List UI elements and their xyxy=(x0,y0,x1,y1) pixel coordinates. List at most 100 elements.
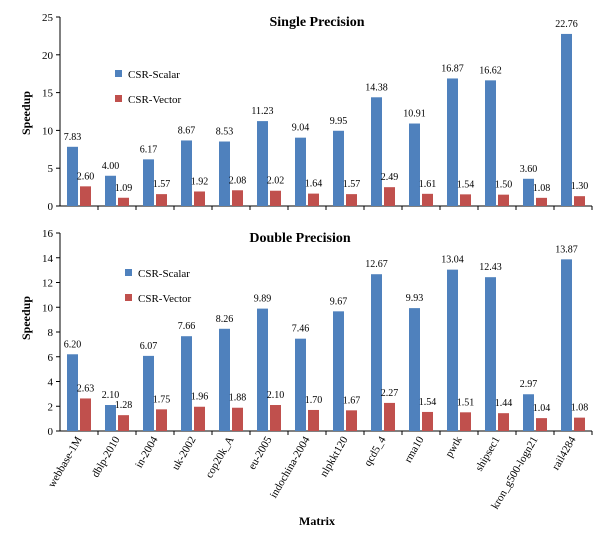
double-precision-y-axis-label: Speedup xyxy=(19,296,33,340)
legend-swatch-csr-vector xyxy=(125,294,132,301)
bar-csr-vector-shipsec1 xyxy=(498,194,509,206)
bar-csr-vector-rma10 xyxy=(422,193,433,206)
bar-csr-vector-in-2004 xyxy=(156,409,167,431)
legend-label-csr-vector: CSR-Vector xyxy=(128,94,182,106)
bar-csr-scalar-cop20k_A xyxy=(219,328,230,431)
bar-csr-scalar-shipsec1 xyxy=(485,277,496,431)
data-label-csr-scalar-qcd5_4: 12.67 xyxy=(365,259,388,270)
double-precision-panel: Double Precision Speedup 0 2 4 6 8 10 12 14 16 6… xyxy=(19,228,593,528)
bar-csr-vector-indochina-2004 xyxy=(308,409,319,431)
data-label-csr-scalar-shipsec1: 12.43 xyxy=(479,262,502,273)
data-label-csr-scalar-dblp-2010: 2.10 xyxy=(102,390,120,401)
data-label-csr-scalar-uk-2002: 7.66 xyxy=(178,321,196,332)
legend-swatch-csr-vector xyxy=(115,95,122,102)
bar-csr-scalar-shipsec1 xyxy=(485,80,496,206)
y-tick-label: 8 xyxy=(48,327,54,339)
bar-csr-vector-dblp-2010 xyxy=(118,415,129,431)
bar-csr-scalar-uk-2002 xyxy=(181,336,192,431)
bar-csr-vector-in-2004 xyxy=(156,194,167,206)
single-precision-panel: Single Precision Speedup 0 5 10 15 20 25 7.83… xyxy=(19,12,593,213)
data-label-csr-scalar-pwtk: 16.87 xyxy=(441,63,464,74)
category-label-pwtk: pwtk xyxy=(443,434,465,459)
bar-csr-scalar-in-2004 xyxy=(143,355,154,431)
category-labels: webbase-1M dblp-2010 in-2004 uk-2002 cop20k_… xyxy=(46,434,579,511)
category-label-qcd5_4: qcd5_4 xyxy=(362,434,389,468)
bar-csr-scalar-nlpkkt120 xyxy=(333,130,344,206)
bar-csr-scalar-kron_g500-logn21 xyxy=(523,394,534,431)
data-label-csr-vector-nlpkkt120: 1.57 xyxy=(343,179,361,190)
category-label-webbase-1M: webbase-1M xyxy=(46,434,85,489)
data-label-csr-scalar-cop20k_A: 8.26 xyxy=(216,314,234,325)
data-label-csr-vector-eu-2005: 2.02 xyxy=(267,176,285,187)
bar-csr-vector-cop20k_A xyxy=(232,407,243,431)
y-tick-label: 4 xyxy=(48,377,54,389)
bar-csr-vector-qcd5_4 xyxy=(384,402,395,431)
legend-swatch-csr-scalar xyxy=(115,70,122,77)
bar-csr-scalar-rail4284 xyxy=(561,259,572,431)
data-label-csr-vector-shipsec1: 1.50 xyxy=(495,180,513,191)
bar-csr-scalar-pwtk xyxy=(447,78,458,206)
bar-csr-scalar-dblp-2010 xyxy=(105,175,116,206)
x-axis-label: Matrix xyxy=(299,514,335,528)
bar-csr-vector-pwtk xyxy=(460,412,471,431)
bar-csr-vector-dblp-2010 xyxy=(118,197,129,206)
bar-csr-scalar-eu-2005 xyxy=(257,308,268,431)
single-precision-legend: CSR-Scalar CSR-Vector xyxy=(115,69,182,106)
data-label-csr-vector-qcd5_4: 2.49 xyxy=(381,172,399,183)
data-label-csr-scalar-nlpkkt120: 9.67 xyxy=(330,296,348,307)
data-label-csr-scalar-kron_g500-logn21: 2.97 xyxy=(520,379,538,390)
data-label-csr-vector-kron_g500-logn21: 1.04 xyxy=(533,403,551,414)
bar-csr-vector-indochina-2004 xyxy=(308,193,319,206)
data-label-csr-scalar-eu-2005: 11.23 xyxy=(251,106,273,117)
bar-csr-vector-pwtk xyxy=(460,194,471,206)
data-label-csr-scalar-webbase-1M: 6.20 xyxy=(64,339,82,350)
bar-csr-vector-nlpkkt120 xyxy=(346,194,357,206)
y-tick-label: 16 xyxy=(42,228,54,240)
data-label-csr-vector-kron_g500-logn21: 1.08 xyxy=(533,183,551,194)
y-tick-label: 14 xyxy=(42,253,54,265)
bar-csr-scalar-webbase-1M xyxy=(67,354,78,431)
bar-csr-vector-uk-2002 xyxy=(194,406,205,431)
legend-label-csr-scalar: CSR-Scalar xyxy=(128,69,180,81)
y-tick-label: 6 xyxy=(48,352,54,364)
bar-csr-scalar-rma10 xyxy=(409,308,420,431)
bar-csr-scalar-webbase-1M xyxy=(67,146,78,206)
data-label-csr-vector-dblp-2010: 1.09 xyxy=(115,183,133,194)
data-label-csr-vector-indochina-2004: 1.70 xyxy=(305,395,323,406)
y-tick-label: 12 xyxy=(42,278,53,290)
bar-csr-scalar-indochina-2004 xyxy=(295,137,306,206)
category-label-cop20k_A: cop20k_A xyxy=(203,434,236,480)
bar-csr-vector-webbase-1M xyxy=(80,186,91,206)
data-label-csr-vector-indochina-2004: 1.64 xyxy=(305,179,323,190)
y-tick-label: 15 xyxy=(42,88,54,100)
data-label-csr-vector-dblp-2010: 1.28 xyxy=(115,400,133,411)
double-precision-title: Double Precision xyxy=(249,231,350,246)
bar-csr-vector-kron_g500-logn21 xyxy=(536,197,547,206)
category-label-eu-2005: eu-2005 xyxy=(246,434,275,472)
single-precision-y-axis-label: Speedup xyxy=(19,91,33,135)
data-label-csr-scalar-kron_g500-logn21: 3.60 xyxy=(520,164,538,175)
category-label-shipsec1: shipsec1 xyxy=(473,435,502,474)
single-precision-bars: 7.83 2.60 4.00 1.09 6.17 1.57 8.67 1.92 8.53 2.08… xyxy=(64,19,589,206)
data-label-csr-vector-uk-2002: 1.92 xyxy=(191,176,209,187)
legend-label-csr-scalar: CSR-Scalar xyxy=(138,268,190,280)
data-label-csr-scalar-rma10: 9.93 xyxy=(406,293,424,304)
data-label-csr-vector-rail4284: 1.30 xyxy=(571,181,589,192)
category-label-in-2004: in-2004 xyxy=(133,434,161,470)
bar-csr-scalar-indochina-2004 xyxy=(295,338,306,431)
bar-csr-vector-uk-2002 xyxy=(194,191,205,206)
category-label-rail4284: rail4284 xyxy=(550,434,579,472)
double-precision-bars: 6.202.632.101.286.071.757.661.968.261.88… xyxy=(64,244,588,431)
data-label-csr-vector-shipsec1: 1.44 xyxy=(495,398,513,409)
bar-csr-scalar-rail4284 xyxy=(561,33,572,206)
data-label-csr-vector-rma10: 1.61 xyxy=(419,179,437,190)
data-label-csr-vector-in-2004: 1.75 xyxy=(153,394,171,405)
bar-csr-scalar-pwtk xyxy=(447,269,458,431)
bar-csr-scalar-in-2004 xyxy=(143,159,154,206)
bar-csr-vector-eu-2005 xyxy=(270,405,281,431)
bar-csr-vector-webbase-1M xyxy=(80,398,91,431)
bar-csr-vector-nlpkkt120 xyxy=(346,410,357,431)
bar-csr-vector-shipsec1 xyxy=(498,413,509,431)
